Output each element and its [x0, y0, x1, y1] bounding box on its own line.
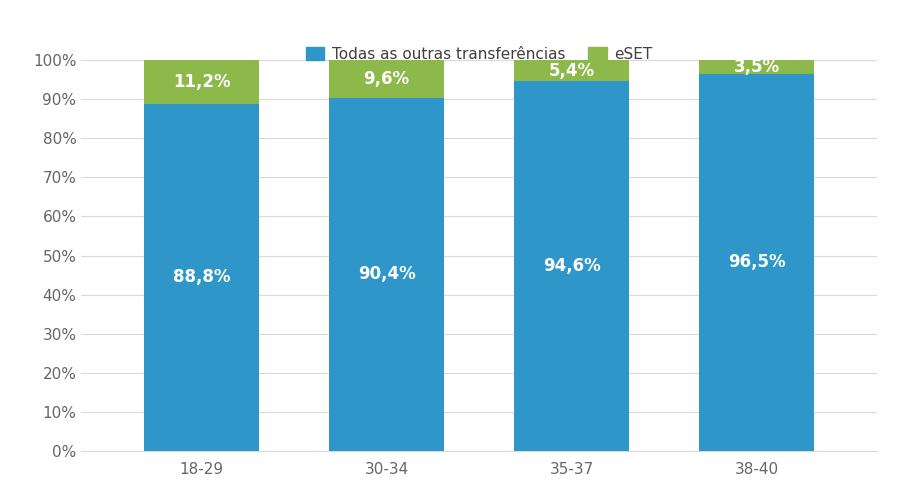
Bar: [514, 60, 628, 81]
Text: 5,4%: 5,4%: [548, 62, 594, 80]
Legend: Todas as outras transferências, eSET: Todas as outras transferências, eSET: [300, 41, 657, 68]
Text: 9,6%: 9,6%: [363, 70, 409, 88]
Text: 3,5%: 3,5%: [732, 58, 778, 76]
Text: 11,2%: 11,2%: [172, 73, 230, 91]
Bar: [144, 60, 258, 104]
Text: 90,4%: 90,4%: [358, 265, 415, 283]
Bar: [329, 60, 443, 98]
Text: 96,5%: 96,5%: [727, 254, 785, 272]
Bar: [699, 74, 813, 451]
Bar: [329, 98, 443, 451]
Text: 88,8%: 88,8%: [172, 269, 230, 287]
Bar: [144, 104, 258, 451]
Bar: [514, 81, 628, 451]
Text: 94,6%: 94,6%: [542, 257, 600, 275]
Bar: [699, 60, 813, 74]
